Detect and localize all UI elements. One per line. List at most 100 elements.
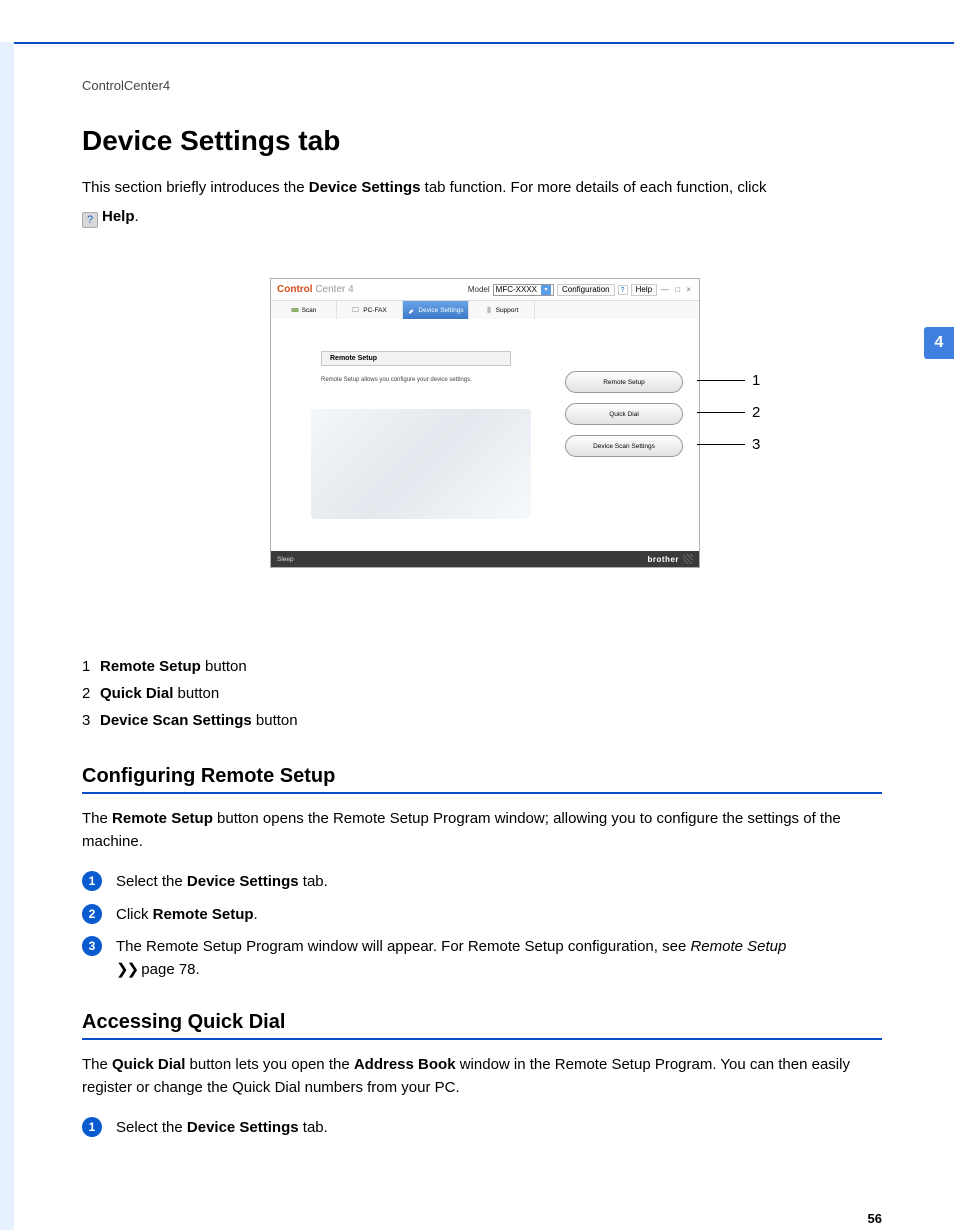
list-text: button: [173, 685, 219, 702]
callout-legend: 1Remote Setup button 2Quick Dial button …: [82, 658, 882, 729]
intro-paragraph: This section briefly introduces the Devi…: [82, 177, 882, 200]
brand-logo: brother: [648, 555, 680, 564]
app-window: Control Center 4 Model MFC-XXXX ▾ Config…: [270, 278, 700, 568]
help-button[interactable]: Help: [631, 284, 657, 296]
tab-scan[interactable]: Scan: [271, 301, 337, 319]
tab-label: Device Settings: [418, 307, 463, 314]
step-item: 1 Select the Device Settings tab.: [82, 871, 882, 894]
model-dropdown[interactable]: MFC-XXXX ▾: [493, 284, 554, 296]
content: ControlCenter4 Device Settings tab This …: [82, 78, 882, 1170]
step-list: 1 Select the Device Settings tab.: [82, 1117, 882, 1140]
page-number: 56: [868, 1211, 882, 1226]
app-header: Control Center 4 Model MFC-XXXX ▾ Config…: [271, 279, 699, 301]
tab-support[interactable]: Support: [469, 301, 535, 319]
t: .: [254, 906, 258, 923]
tab-bar: Scan PC-FAX Device Settings Support: [271, 301, 699, 319]
quick-dial-button[interactable]: Quick Dial: [565, 403, 683, 425]
t: Click: [116, 906, 153, 923]
t: Remote Setup: [690, 938, 786, 955]
list-bold: Remote Setup: [100, 658, 201, 675]
logo-text: Control: [277, 284, 313, 295]
app-footer: Sleep brother: [271, 551, 699, 567]
panel-title: Remote Setup: [321, 351, 511, 366]
intro-bold: Device Settings: [309, 179, 421, 196]
step-item: 3 The Remote Setup Program window will a…: [82, 936, 882, 981]
section-paragraph: The Remote Setup button opens the Remote…: [82, 808, 882, 853]
section-heading: Configuring Remote Setup: [82, 765, 882, 788]
para-text: The: [82, 1056, 112, 1073]
t: tab.: [299, 1119, 328, 1136]
list-number: 3: [82, 712, 100, 729]
tab-label: Scan: [302, 307, 317, 314]
tab-bar-rest: [535, 301, 699, 319]
para-text: button lets you open the: [185, 1056, 353, 1073]
t: The Remote Setup Program window will app…: [116, 938, 690, 955]
callout-number: 1: [752, 372, 760, 389]
section-paragraph: The Quick Dial button lets you open the …: [82, 1054, 882, 1099]
list-number: 2: [82, 685, 100, 702]
decorative-art: [311, 409, 531, 519]
para-text: The: [82, 810, 112, 827]
t: Remote Setup: [153, 906, 254, 923]
list-item: 3Device Scan Settings button: [82, 712, 882, 729]
help-icon[interactable]: ?: [618, 285, 628, 295]
panel-description: Remote Setup allows you configure your d…: [321, 377, 472, 383]
list-item: 2Quick Dial button: [82, 685, 882, 702]
step-bullet: 3: [82, 936, 102, 956]
intro-help-line: ?Help.: [82, 206, 882, 229]
step-text: The Remote Setup Program window will app…: [116, 936, 882, 981]
model-label: Model: [468, 285, 490, 294]
page: 4 ControlCenter4 Device Settings tab Thi…: [0, 0, 954, 1232]
step-text: Select the Device Settings tab.: [116, 871, 882, 894]
intro-text: This section briefly introduces the: [82, 179, 309, 196]
device-scan-settings-button[interactable]: Device Scan Settings: [565, 435, 683, 457]
callout-line: [697, 380, 745, 381]
chapter-tab: 4: [924, 327, 954, 359]
tab-label: PC-FAX: [363, 307, 386, 314]
step-bullet: 2: [82, 904, 102, 924]
section-heading: Accessing Quick Dial: [82, 1011, 882, 1034]
step-list: 1 Select the Device Settings tab. 2 Clic…: [82, 871, 882, 981]
resize-grip-icon[interactable]: [683, 554, 693, 564]
step-bullet: 1: [82, 1117, 102, 1137]
top-margin: [0, 0, 954, 42]
tab-device-settings[interactable]: Device Settings: [403, 301, 469, 319]
t: Device Settings: [187, 1119, 299, 1136]
para-bold: Quick Dial: [112, 1056, 185, 1073]
step-item: 1 Select the Device Settings tab.: [82, 1117, 882, 1140]
app-logo: Control Center 4: [277, 284, 354, 295]
window-controls[interactable]: — □ ×: [661, 285, 693, 294]
status-text: Sleep: [277, 556, 294, 563]
list-text: button: [201, 658, 247, 675]
para-bold: Remote Setup: [112, 810, 213, 827]
left-strip: [0, 42, 14, 1230]
breadcrumb: ControlCenter4: [82, 78, 882, 93]
intro-text: .: [135, 208, 139, 225]
step-item: 2 Click Remote Setup.: [82, 904, 882, 927]
screenshot-figure: Control Center 4 Model MFC-XXXX ▾ Config…: [82, 278, 882, 588]
model-value: MFC-XXXX: [496, 285, 537, 294]
tab-label: Support: [496, 307, 519, 314]
callout-line: [697, 444, 745, 445]
step-text: Click Remote Setup.: [116, 904, 882, 927]
callout-number: 3: [752, 436, 760, 453]
list-text: button: [252, 712, 298, 729]
list-bold: Device Scan Settings: [100, 712, 252, 729]
page-title: Device Settings tab: [82, 125, 882, 157]
list-item: 1Remote Setup button: [82, 658, 882, 675]
callout-number: 2: [752, 404, 760, 421]
t: Select the: [116, 1119, 187, 1136]
tab-pcfax[interactable]: PC-FAX: [337, 301, 403, 319]
section-rule: [82, 792, 882, 794]
reference-arrow-icon: ❯❯: [116, 961, 137, 978]
configuration-button[interactable]: Configuration: [557, 284, 615, 296]
intro-text: tab function. For more details of each f…: [421, 179, 767, 196]
t: Device Settings: [187, 873, 299, 890]
t: page 78.: [137, 961, 200, 978]
help-icon: ?: [82, 212, 98, 228]
help-label: Help: [102, 208, 135, 225]
side-button-group: Remote Setup Quick Dial Device Scan Sett…: [565, 371, 683, 457]
t: tab.: [299, 873, 328, 890]
remote-setup-button[interactable]: Remote Setup: [565, 371, 683, 393]
list-bold: Quick Dial: [100, 685, 173, 702]
